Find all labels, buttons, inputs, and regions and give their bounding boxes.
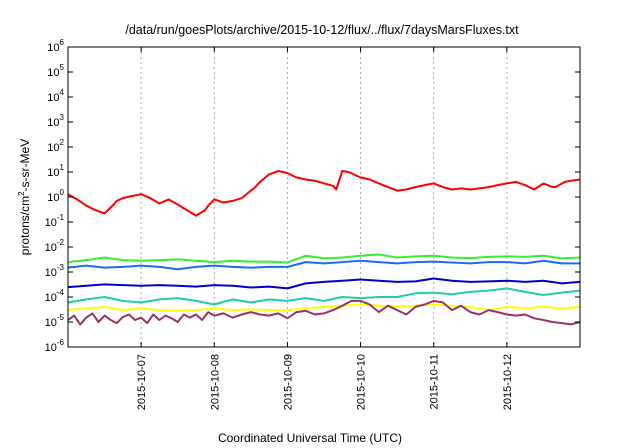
y-tick-label: 10-6: [45, 338, 65, 354]
y-tick-exponent: 1: [60, 163, 65, 172]
y-axis-label-sup: 2: [17, 191, 26, 196]
y-tick-exponent: 5: [60, 63, 65, 72]
y-tick-label: 103: [47, 113, 64, 129]
y-tick-label: 10-1: [45, 213, 65, 229]
y-tick-base: 10: [45, 242, 57, 254]
x-tick-label: 2015-10-08: [209, 354, 221, 410]
y-axis-label-main: protons/cm: [18, 196, 32, 255]
y-tick-label: 10-4: [45, 288, 65, 304]
series-line-4: [67, 277, 581, 290]
y-tick-label: 105: [47, 63, 64, 79]
series-line-5: [67, 287, 581, 306]
series-line-7: [67, 299, 581, 326]
y-tick-label: 106: [47, 38, 64, 54]
grid: [140, 47, 508, 347]
y-tick-exponent: 3: [60, 113, 65, 122]
y-tick-exponent: -1: [57, 213, 65, 222]
x-axis-ticks: 2015-10-07 2015-10-08 2015-10-09 2015-10-10…: [136, 47, 514, 410]
y-tick-label: 100: [47, 188, 64, 204]
y-tick-base: 10: [45, 217, 57, 229]
y-tick-exponent: 4: [60, 88, 65, 97]
y-tick-exponent: -5: [57, 313, 65, 322]
y-tick-base: 10: [45, 342, 57, 354]
chart-title: /data/run/goesPlots/archive/2015-10-12/f…: [125, 23, 519, 37]
y-tick-label: 101: [47, 163, 64, 179]
y-tick-exponent: -6: [57, 338, 65, 347]
x-tick-label: 2015-10-07: [136, 354, 148, 410]
y-tick-exponent: 2: [60, 138, 65, 147]
y-tick-label: 102: [47, 138, 64, 154]
series-line-3: [67, 259, 580, 271]
series-line-2: [67, 253, 581, 264]
x-tick-label: 2015-10-10: [356, 354, 368, 410]
y-tick-base: 10: [47, 42, 59, 54]
y-tick-exponent: -2: [57, 238, 65, 247]
y-tick-base: 10: [45, 317, 57, 329]
y-tick-base: 10: [47, 192, 59, 204]
y-tick-label: 10-3: [45, 263, 65, 279]
y-tick-base: 10: [47, 67, 59, 79]
y-axis-label-rest: -s-sr-MeV: [18, 139, 32, 192]
y-tick-base: 10: [47, 167, 59, 179]
x-axis-label: Coordinated Universal Time (UTC): [218, 431, 402, 445]
y-tick-label: 10-5: [45, 313, 65, 329]
y-tick-label: 10-2: [45, 238, 65, 254]
series-lines: [67, 170, 581, 326]
y-tick-base: 10: [47, 142, 59, 154]
y-tick-base: 10: [45, 292, 57, 304]
y-tick-exponent: 0: [60, 188, 65, 197]
y-tick-base: 10: [47, 117, 59, 129]
y-tick-base: 10: [47, 92, 59, 104]
y-tick-exponent: -4: [57, 288, 65, 297]
series-line-6: [67, 303, 581, 312]
y-tick-base: 10: [45, 267, 57, 279]
x-tick-label: 2015-10-12: [502, 354, 514, 410]
y-tick-exponent: 6: [60, 38, 65, 47]
y-axis-label: protons/cm2-s-sr-MeV: [17, 139, 32, 255]
y-tick-label: 104: [47, 88, 64, 104]
x-tick-label: 2015-10-09: [282, 354, 294, 410]
y-axis-ticks: 10-610-510-410-310-210-11001011021031041…: [45, 38, 580, 354]
x-tick-label: 2015-10-11: [429, 354, 441, 409]
series-line-1: [67, 170, 581, 217]
y-tick-exponent: -3: [57, 263, 65, 272]
